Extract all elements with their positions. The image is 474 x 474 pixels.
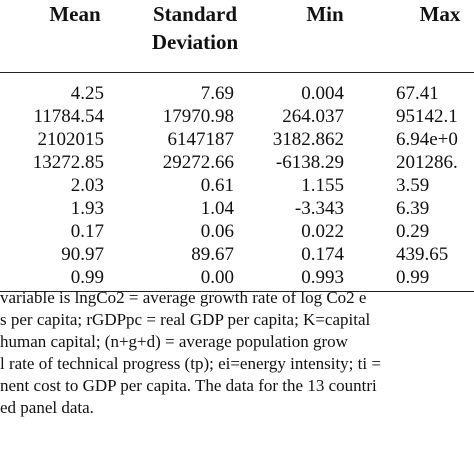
cell-min: 0.174 [301,244,344,265]
cell-max: 0.29 [396,221,430,242]
note-line: nent cost to GDP per capita. The data fo… [0,376,377,395]
note-line: variable is lngCo2 = average growth rate… [0,288,367,307]
header-max: Max [419,2,461,26]
header-min: Min [306,2,344,26]
cell-max: 201286. [396,152,458,173]
cell-sd: 89.67 [191,244,234,265]
cell-max: 0.99 [396,267,430,288]
table-row: 11784.54 17970.98 264.037 95142.1 [0,105,474,128]
cell-min: -3.343 [294,198,344,219]
cell-max: 95142.1 [396,106,458,127]
cell-mean: 0.99 [70,267,104,288]
cell-sd: 7.69 [200,83,234,104]
table-row: 2102015 6147187 3182.862 6.94e+0 [0,128,474,151]
header-rule [0,72,474,73]
cell-mean: 2102015 [37,129,105,150]
cell-sd: 0.00 [200,267,234,288]
cell-min: 264.037 [282,106,344,127]
cell-min: 0.993 [301,267,344,288]
cell-sd: 6147187 [167,129,235,150]
header-mean: Mean [49,2,101,26]
cell-mean: 0.17 [70,221,104,242]
cell-mean: 4.25 [70,83,104,104]
cell-max: 6.39 [396,198,430,219]
cell-min: 0.022 [301,221,344,242]
footer-rule [0,291,474,292]
cell-min: 1.155 [301,175,344,196]
note-line: ed panel data. [0,398,94,417]
cell-sd: 0.06 [200,221,234,242]
table-row: 4.25 7.69 0.004 67.41 [0,82,474,105]
cell-sd: 29272.66 [162,152,234,173]
cell-min: -6138.29 [275,152,344,173]
cell-sd: 0.61 [200,175,234,196]
table-row: 13272.85 29272.66 -6138.29 201286. [0,151,474,174]
cell-max: 6.94e+0 [396,129,458,150]
table-row: 2.03 0.61 1.155 3.59 [0,174,474,197]
header-sd-line2: Deviation [151,30,239,54]
table-row: 0.99 0.00 0.993 0.99 [0,266,474,289]
table-body: 4.25 7.69 0.004 67.41 11784.54 17970.98 … [0,82,474,289]
cell-mean: 13272.85 [32,152,104,173]
table-row: 90.97 89.67 0.174 439.65 [0,243,474,266]
note-line: human capital; (n+g+d) = average populat… [0,332,348,351]
cell-min: 3182.862 [272,129,344,150]
table-notes: variable is lngCo2 = average growth rate… [0,287,474,419]
cell-mean: 2.03 [70,175,104,196]
note-line: l rate of technical progress (tp); ei=en… [0,354,381,373]
cell-max: 439.65 [396,244,449,265]
table-row: 0.17 0.06 0.022 0.29 [0,220,474,243]
cell-mean: 1.93 [70,198,104,219]
table-row: 1.93 1.04 -3.343 6.39 [0,197,474,220]
note-line: s per capita; rGDPpc = real GDP per capi… [0,310,371,329]
cell-mean: 90.97 [61,244,104,265]
header-sd-line1: Standard [152,2,238,26]
cell-mean: 11784.54 [33,106,104,127]
cell-max: 3.59 [396,175,430,196]
cell-max: 67.41 [396,83,439,104]
cell-sd: 17970.98 [162,106,234,127]
cell-sd: 1.04 [200,198,234,219]
cell-min: 0.004 [301,83,344,104]
